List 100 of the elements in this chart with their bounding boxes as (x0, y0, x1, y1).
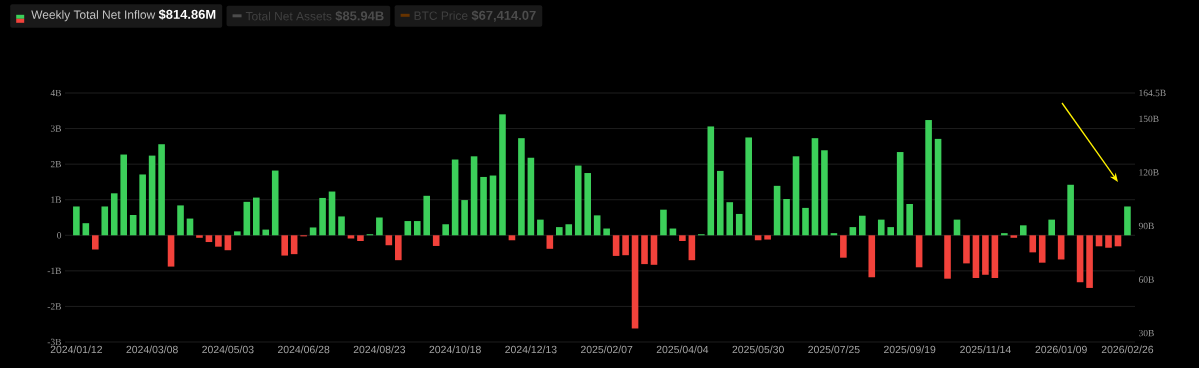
bar (234, 231, 241, 236)
y2-tick-label: 150B (1139, 115, 1159, 123)
bar (413, 221, 421, 236)
bar (859, 215, 866, 236)
bar (461, 200, 468, 236)
bar (821, 150, 828, 236)
bar (385, 235, 393, 246)
bar (603, 228, 610, 236)
bar (1105, 235, 1112, 248)
y2-tick-label: 120B (1139, 169, 1159, 176)
bar (896, 152, 904, 236)
bar (527, 157, 535, 236)
bar (1086, 235, 1093, 288)
bar (944, 235, 951, 279)
bar (622, 235, 629, 256)
x-tick-label: 2025/02/07 (580, 345, 633, 354)
y2-tick-label: 164.5B (1139, 89, 1166, 97)
bar (1010, 235, 1018, 238)
bar (177, 205, 184, 236)
x-tick-label: 2024/10/18 (429, 345, 481, 354)
bar (148, 155, 156, 236)
x-tick-label: 2024/03/08 (126, 345, 178, 354)
x-tick-label: 2024/05/03 (202, 345, 254, 354)
bar (745, 137, 752, 236)
x-tick-label: 2026/02/26 (1101, 345, 1154, 354)
y-tick-label: -3B (47, 338, 62, 346)
bar (196, 235, 203, 238)
bar (215, 235, 222, 247)
bar (290, 235, 298, 255)
bar (811, 138, 819, 236)
y-tick-label: -1B (47, 267, 62, 274)
legend-label: Weekly Total Net Inflow (31, 10, 156, 22)
bar (1095, 235, 1103, 247)
bar (991, 235, 999, 278)
bar (555, 227, 563, 236)
bar (972, 235, 980, 278)
text: $814.86M (158, 9, 216, 20)
bar (716, 170, 724, 236)
y-tick-label: 3B (50, 125, 62, 132)
bar (1029, 235, 1037, 253)
bar (442, 224, 449, 236)
bar (840, 235, 847, 258)
bar (792, 156, 800, 236)
bar (309, 227, 317, 236)
bar (877, 219, 885, 236)
bar (489, 175, 497, 236)
bar (470, 156, 478, 236)
bar (679, 235, 686, 241)
x-tick-label: 2024/06/28 (277, 345, 330, 354)
bar (584, 173, 591, 236)
bar (1001, 233, 1008, 236)
bar (158, 144, 165, 236)
bar (1019, 225, 1027, 236)
bar (887, 227, 895, 236)
bar (660, 209, 667, 236)
bar (508, 235, 516, 241)
x-tick-label: 2025/09/19 (884, 345, 936, 354)
bar (650, 235, 658, 265)
x-tick-label: 2025/11/14 (960, 345, 1011, 354)
y2-tick-label: 90B (1138, 222, 1154, 230)
bar (982, 235, 989, 275)
bar (546, 235, 554, 249)
x-tick-label: 2024/08/23 (353, 345, 406, 354)
bar (1067, 184, 1074, 236)
bar (243, 201, 251, 236)
bar (319, 197, 326, 236)
bar (338, 216, 345, 236)
bar (423, 195, 431, 236)
bar (593, 215, 601, 236)
bar (376, 217, 383, 236)
bar (537, 219, 544, 236)
bar (271, 170, 279, 236)
bar (735, 213, 743, 236)
bar (1076, 235, 1084, 283)
x-tick-label: 2025/04/04 (656, 345, 709, 354)
bar (963, 235, 970, 264)
bar (480, 176, 487, 236)
y-tick-label: -2B (47, 303, 62, 310)
bar (281, 235, 288, 256)
bar (783, 199, 790, 236)
x-tick-label: 2024/12/13 (505, 345, 557, 354)
bar (565, 224, 573, 236)
y2-tick-label: 30B (1139, 329, 1154, 337)
bar (925, 120, 932, 236)
bar (499, 114, 506, 236)
bar (1114, 235, 1122, 247)
bar (110, 193, 118, 236)
bar (357, 235, 364, 241)
bar (167, 235, 175, 267)
x-tick-label: 2025/07/25 (808, 345, 860, 354)
bar (432, 235, 440, 246)
y-tick-label: 4B (50, 89, 62, 97)
x-tick-label: 2026/01/09 (1035, 345, 1087, 354)
bar (139, 174, 146, 236)
y-tick-label: 0 (57, 232, 62, 239)
bar (101, 206, 109, 236)
x-tick-label: 2024/01/12 (50, 345, 102, 354)
bar (934, 138, 942, 236)
bar (262, 229, 270, 236)
x-tick-label: 2025/05/30 (732, 345, 784, 354)
